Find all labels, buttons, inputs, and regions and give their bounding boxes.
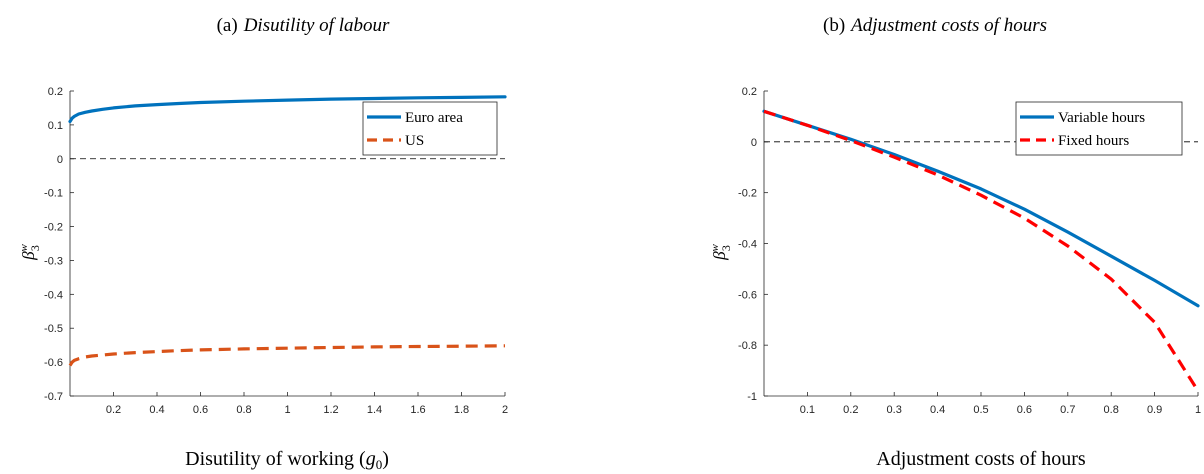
x-tick-label: 2 xyxy=(502,404,508,416)
panel-b-label: (b) xyxy=(823,15,845,36)
panel-a-y-axis-label-subscript: 3 xyxy=(28,245,42,251)
panel-a-y-axis-label-symbol: β xyxy=(19,251,38,261)
panel-b-legend: Variable hours Fixed hours xyxy=(1015,101,1183,156)
series-line-2 xyxy=(763,109,1200,392)
y-tick-label: 0 xyxy=(751,137,757,149)
x-tick-label: 0.1 xyxy=(800,404,815,416)
y-tick-label: 0.2 xyxy=(742,86,757,98)
panel-a-x-axis-label: Disutility of working (g0) xyxy=(185,448,389,472)
y-tick-label: 0.2 xyxy=(48,86,63,98)
y-tick-label: -0.3 xyxy=(44,255,63,267)
x-tick-label: 0.9 xyxy=(1147,404,1162,416)
x-tick-label: 0.5 xyxy=(973,404,988,416)
x-tick-label: 1 xyxy=(284,404,290,416)
panel-a-series xyxy=(68,95,507,367)
panel-a-y-axis-label: βw3 xyxy=(18,243,42,260)
x-tick-label: 1.4 xyxy=(367,404,382,416)
y-tick-label: -0.4 xyxy=(44,289,63,301)
y-tick-label: -1 xyxy=(747,391,757,403)
panel-b-x-axis-label: Adjustment costs of hours xyxy=(876,448,1086,470)
legend-box xyxy=(1015,101,1183,156)
x-tick-label: 1.6 xyxy=(410,404,425,416)
x-tick-label: 1.8 xyxy=(454,404,469,416)
panel-a-title: (a) Disutility of labour xyxy=(217,15,390,36)
x-tick-label: 1.2 xyxy=(323,404,338,416)
panel-b-x-axis: 0.1 0.2 0.3 0.4 0.5 0.6 0.7 0.8 0.9 1 xyxy=(764,392,1201,416)
legend-box xyxy=(362,101,498,156)
y-tick-label: -0.2 xyxy=(44,222,63,234)
x-tick-label: 0.3 xyxy=(887,404,902,416)
panel-b-y-axis-label-symbol: β xyxy=(710,251,729,261)
panel-b-y-axis-label-subscript: 3 xyxy=(719,245,733,251)
y-tick-label: -0.6 xyxy=(44,357,63,369)
x-tick-label: 0.4 xyxy=(149,404,164,416)
x-tick-label: 0.6 xyxy=(193,404,208,416)
panel-a-legend: Euro area US xyxy=(362,101,498,156)
x-tick-label: 0.7 xyxy=(1060,404,1075,416)
y-tick-label: -0.8 xyxy=(738,340,757,352)
panel-a-x-axis-label-symbol: g xyxy=(366,448,376,470)
panel-b-title-text: Adjustment costs of hours xyxy=(849,15,1047,36)
y-tick-label: -0.7 xyxy=(44,391,63,403)
panel-b-y-axis-label-superscript: w xyxy=(709,243,721,251)
panel-a-y-axis: 0.2 0.1 0 -0.1 -0.2 -0.3 -0.4 -0.5 -0.6 -0.7 xyxy=(44,86,74,403)
panel-b-series xyxy=(762,109,1200,392)
y-tick-label: 0.1 xyxy=(48,120,63,132)
x-tick-label: 1 xyxy=(1195,404,1201,416)
panel-a-x-axis-label-subscript: 0 xyxy=(376,457,383,472)
panel-a-y-axis-label-superscript: w xyxy=(18,243,30,251)
panel-b-y-axis: 0.2 0 -0.2 -0.4 -0.6 -0.8 -1 xyxy=(738,86,768,403)
panel-a-title-text: Disutility of labour xyxy=(243,15,390,36)
x-tick-label: 0.8 xyxy=(1104,404,1119,416)
y-tick-label: -0.1 xyxy=(44,188,63,200)
legend-label: US xyxy=(405,133,424,149)
panel-a-x-axis-label-close: ) xyxy=(382,448,389,470)
panel-adjustment-costs: (b) Adjustment costs of hours 0.20-0.2-0.… xyxy=(709,15,1201,470)
y-tick-label: -0.6 xyxy=(738,289,757,301)
legend-label: Fixed hours xyxy=(1058,133,1129,149)
panel-a-x-axis: 0.2 0.4 0.6 0.8 1 1.2 1.4 1.6 1.8 2 xyxy=(70,392,508,416)
y-tick-label: -0.4 xyxy=(738,239,757,251)
y-tick-label: -0.5 xyxy=(44,323,63,335)
legend-label: Variable hours xyxy=(1058,110,1145,126)
series-line-2 xyxy=(68,344,506,367)
x-tick-label: 0.4 xyxy=(930,404,945,416)
panel-disutility-of-labour: (a) Disutility of labour 0.2 0.1 0 -0.1 -0.2 -… xyxy=(18,15,508,472)
panel-a-x-axis-label-text: Disutility of working ( xyxy=(185,448,366,470)
panel-b-y-axis-label: βw3 xyxy=(709,243,733,260)
legend-label: Euro area xyxy=(405,110,463,126)
y-tick-label: -0.2 xyxy=(738,188,757,200)
x-tick-label: 0.8 xyxy=(236,404,251,416)
x-tick-label: 0.2 xyxy=(106,404,121,416)
y-tick-label: 0 xyxy=(57,154,63,166)
x-tick-label: 0.6 xyxy=(1017,404,1032,416)
x-tick-label: 0.2 xyxy=(843,404,858,416)
panel-b-title: (b) Adjustment costs of hours xyxy=(823,15,1047,36)
panel-a-label: (a) xyxy=(217,15,238,36)
series-line-1 xyxy=(68,95,507,124)
series-line-1 xyxy=(762,109,1200,308)
